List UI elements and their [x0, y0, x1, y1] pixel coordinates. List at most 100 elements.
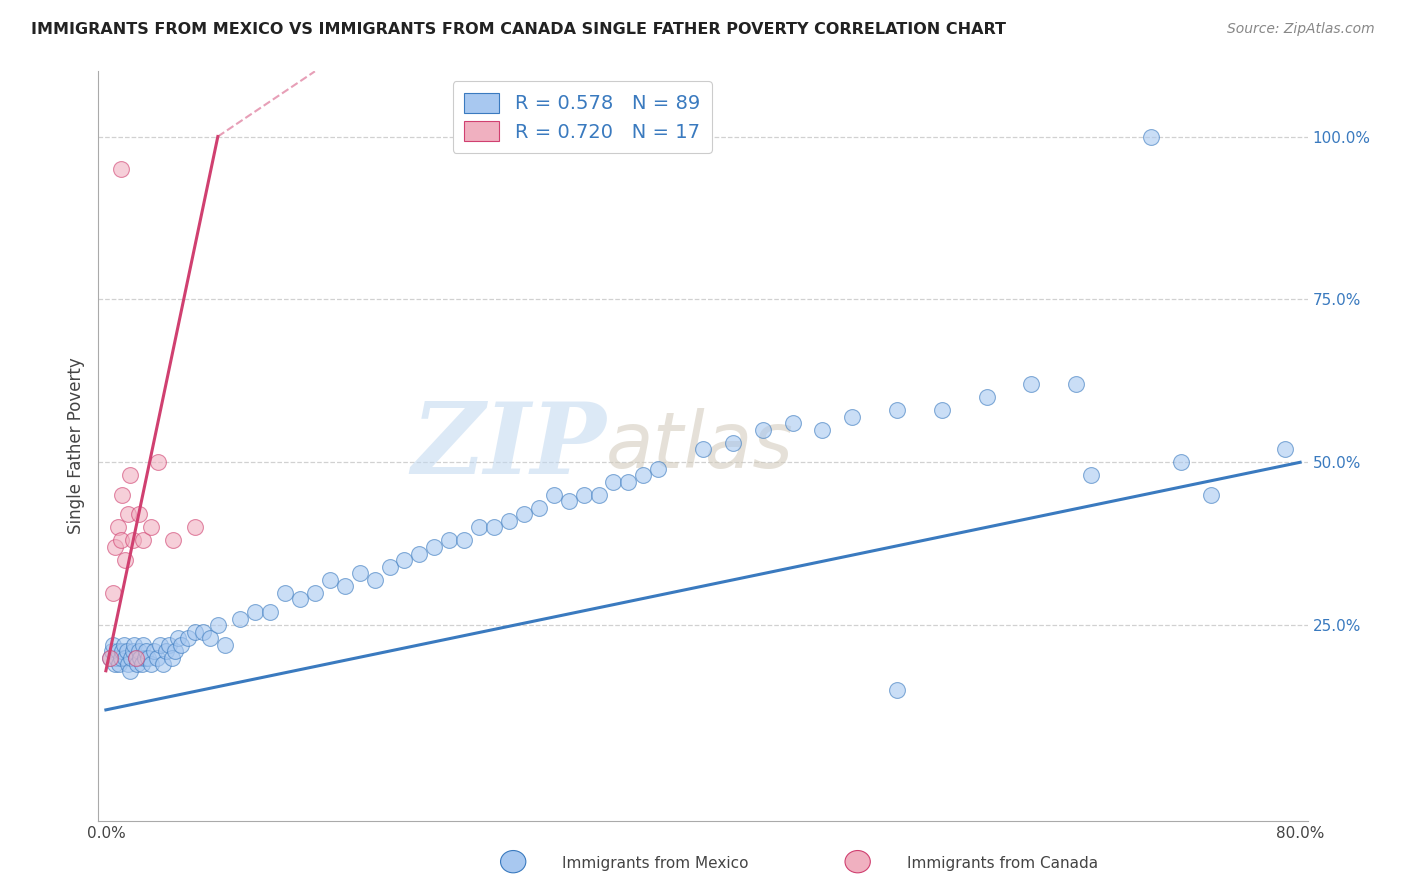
- Point: [378, 559, 401, 574]
- Point: [157, 638, 180, 652]
- Point: [617, 475, 640, 489]
- Point: [207, 618, 229, 632]
- Point: [453, 533, 475, 548]
- Point: [121, 533, 143, 548]
- Point: [98, 650, 121, 665]
- Point: [104, 540, 127, 554]
- Point: [129, 650, 152, 665]
- Point: [166, 631, 188, 645]
- Point: [114, 650, 136, 665]
- Point: [134, 650, 156, 665]
- Point: [131, 657, 153, 672]
- Point: [931, 403, 953, 417]
- Point: [121, 644, 143, 658]
- Point: [155, 644, 177, 658]
- Point: [110, 162, 132, 177]
- Point: [1199, 488, 1222, 502]
- Point: [162, 533, 184, 548]
- Point: [120, 650, 142, 665]
- Point: [117, 657, 139, 672]
- Point: [229, 612, 252, 626]
- Point: [191, 624, 214, 639]
- Text: atlas: atlas: [606, 408, 794, 484]
- Point: [136, 650, 159, 665]
- Text: Immigrants from Canada: Immigrants from Canada: [907, 856, 1098, 871]
- Point: [1170, 455, 1192, 469]
- Text: Source: ZipAtlas.com: Source: ZipAtlas.com: [1227, 22, 1375, 37]
- Point: [98, 650, 121, 665]
- Point: [110, 533, 132, 548]
- Point: [976, 390, 998, 404]
- Point: [152, 657, 174, 672]
- Point: [108, 657, 131, 672]
- Point: [1021, 377, 1043, 392]
- Point: [117, 508, 139, 522]
- Point: [128, 644, 150, 658]
- Point: [602, 475, 624, 489]
- Y-axis label: Single Father Poverty: Single Father Poverty: [66, 358, 84, 534]
- Point: [468, 520, 491, 534]
- Point: [692, 442, 714, 457]
- Point: [349, 566, 371, 580]
- Point: [103, 585, 125, 599]
- Point: [513, 508, 536, 522]
- Point: [304, 585, 326, 599]
- Point: [114, 553, 136, 567]
- Point: [145, 650, 167, 665]
- Point: [104, 657, 127, 672]
- Point: [200, 631, 222, 645]
- Point: [163, 644, 186, 658]
- Point: [169, 638, 191, 652]
- Point: [423, 540, 446, 554]
- Point: [782, 416, 804, 430]
- Point: [184, 624, 207, 639]
- Point: [142, 644, 165, 658]
- Text: Immigrants from Mexico: Immigrants from Mexico: [562, 856, 749, 871]
- Point: [103, 638, 125, 652]
- Point: [118, 664, 141, 678]
- Point: [482, 520, 505, 534]
- Point: [107, 644, 129, 658]
- Point: [527, 500, 550, 515]
- Point: [105, 650, 128, 665]
- Point: [127, 657, 149, 672]
- Point: [886, 683, 908, 698]
- Point: [841, 409, 863, 424]
- Text: IMMIGRANTS FROM MEXICO VS IMMIGRANTS FROM CANADA SINGLE FATHER POVERTY CORRELATI: IMMIGRANTS FROM MEXICO VS IMMIGRANTS FRO…: [31, 22, 1005, 37]
- Point: [1064, 377, 1087, 392]
- Point: [588, 488, 610, 502]
- Point: [498, 514, 520, 528]
- Point: [132, 638, 155, 652]
- Point: [572, 488, 595, 502]
- Point: [721, 435, 744, 450]
- Point: [557, 494, 579, 508]
- Point: [139, 520, 162, 534]
- Point: [146, 455, 169, 469]
- Point: [125, 650, 148, 665]
- Point: [118, 468, 141, 483]
- Point: [149, 638, 172, 652]
- Point: [132, 533, 155, 548]
- Point: [110, 650, 132, 665]
- Point: [111, 644, 134, 658]
- Point: [135, 644, 157, 658]
- Point: [288, 592, 311, 607]
- Point: [543, 488, 565, 502]
- Point: [111, 488, 134, 502]
- Point: [112, 638, 135, 652]
- Point: [408, 547, 430, 561]
- Point: [333, 579, 356, 593]
- Point: [115, 644, 138, 658]
- Point: [886, 403, 908, 417]
- Point: [125, 650, 148, 665]
- Point: [101, 644, 124, 658]
- Point: [177, 631, 200, 645]
- Point: [139, 657, 162, 672]
- Legend: R = 0.578   N = 89, R = 0.720   N = 17: R = 0.578 N = 89, R = 0.720 N = 17: [453, 81, 711, 153]
- Point: [319, 573, 342, 587]
- Point: [363, 573, 385, 587]
- Text: ZIP: ZIP: [412, 398, 606, 494]
- Point: [214, 638, 236, 652]
- Point: [259, 605, 281, 619]
- Point: [184, 520, 207, 534]
